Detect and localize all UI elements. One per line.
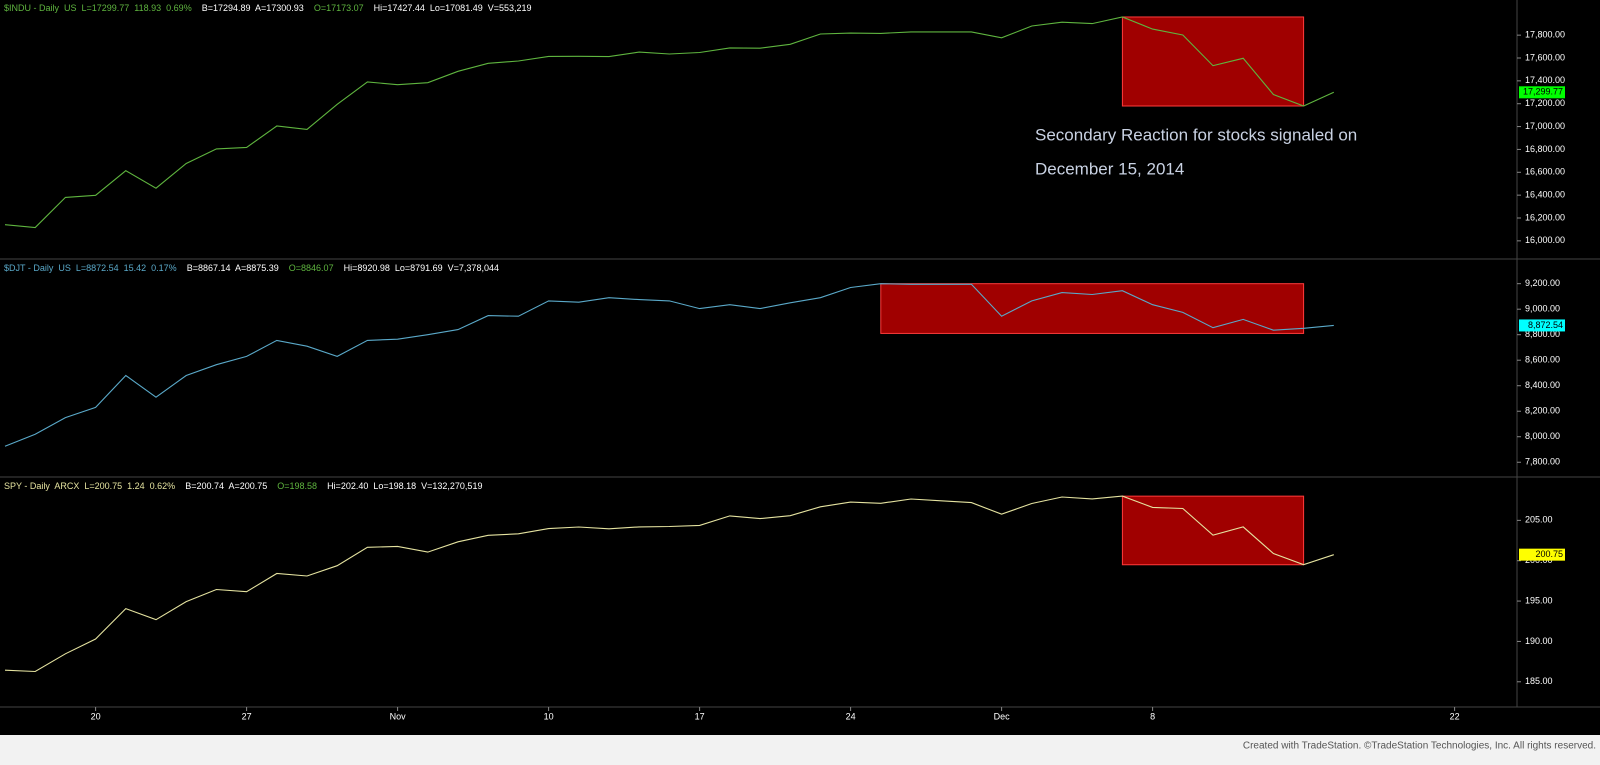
header-part: B=17294.89 A=17300.93 <box>202 3 304 13</box>
header-part: B=200.74 A=200.75 <box>185 481 267 491</box>
price-line <box>4 16 1335 229</box>
y-tick-label: 205.00 <box>1525 515 1553 525</box>
footer-strip <box>0 735 1600 765</box>
x-tick-label: 24 <box>846 711 856 721</box>
header: $DJT - Daily US L=8872.54 15.42 0.17% B=8… <box>4 263 499 273</box>
y-tick-label: 190.00 <box>1525 636 1553 646</box>
annotation: December 15, 2014 <box>1035 159 1184 178</box>
y-tick-label: 9,200.00 <box>1525 278 1560 288</box>
header-part: SPY - Daily ARCX L=200.75 1.24 0.62% <box>4 481 175 491</box>
header-part: B=8867.14 A=8875.39 <box>187 263 279 273</box>
y-tick-label: 8,000.00 <box>1525 431 1560 441</box>
header-part: O=8846.07 <box>289 263 334 273</box>
last-price-label: 200.75 <box>1535 549 1563 559</box>
last-price-label: 8,872.54 <box>1528 320 1563 330</box>
annotation: Secondary Reaction for stocks signaled o… <box>1035 125 1357 144</box>
y-tick-label: 8,600.00 <box>1525 355 1560 365</box>
background <box>0 0 1600 735</box>
y-tick-label: 17,400.00 <box>1525 75 1565 85</box>
last-price-label: 17,299.77 <box>1523 87 1563 97</box>
last-price-box <box>1519 548 1565 561</box>
header: $INDU - Daily US L=17299.77 118.93 0.69%… <box>4 3 532 13</box>
y-tick-label: 195.00 <box>1525 595 1553 605</box>
x-tick-label: 27 <box>242 711 252 721</box>
x-tick-label: Nov <box>390 711 407 721</box>
y-tick-label: 9,000.00 <box>1525 304 1560 314</box>
y-tick-label: 17,200.00 <box>1525 98 1565 108</box>
y-tick-label: 17,800.00 <box>1525 30 1565 40</box>
y-tick-label: 17,000.00 <box>1525 121 1565 131</box>
y-tick-label: 185.00 <box>1525 676 1553 686</box>
price-line <box>4 283 1334 447</box>
header: SPY - Daily ARCX L=200.75 1.24 0.62% B=20… <box>4 481 482 491</box>
header-part: O=17173.07 <box>314 3 364 13</box>
y-tick-label: 8,800.00 <box>1525 329 1560 339</box>
x-tick-label: 8 <box>1150 711 1155 721</box>
y-tick-label: 17,600.00 <box>1525 52 1565 62</box>
y-tick-label: 16,200.00 <box>1525 212 1565 222</box>
last-price-box <box>1519 319 1565 332</box>
price-line <box>4 495 1334 673</box>
header-part: $DJT - Daily US L=8872.54 15.42 0.17% <box>4 263 177 273</box>
footer: Created with TradeStation. ©TradeStation… <box>1243 741 1596 752</box>
x-tick-label: 20 <box>91 711 101 721</box>
header-part: Hi=8920.98 Lo=8791.69 V=7,378,044 <box>344 263 499 273</box>
highlight-box <box>1121 16 1305 107</box>
x-tick-label: 17 <box>695 711 705 721</box>
highlight-box <box>880 283 1305 334</box>
x-tick-label: 10 <box>544 711 554 721</box>
y-tick-label: 16,400.00 <box>1525 190 1565 200</box>
x-tick-label: 22 <box>1450 711 1460 721</box>
y-tick-label: 16,800.00 <box>1525 144 1565 154</box>
y-tick-label: 8,400.00 <box>1525 380 1560 390</box>
header-part: Hi=202.40 Lo=198.18 V=132,270,519 <box>327 481 482 491</box>
header-part: O=198.58 <box>277 481 317 491</box>
header-part: Hi=17427.44 Lo=17081.49 V=553,219 <box>374 3 532 13</box>
y-tick-label: 7,800.00 <box>1525 457 1560 467</box>
header-part: $INDU - Daily US L=17299.77 118.93 0.69% <box>4 3 192 13</box>
last-price-box <box>1519 86 1565 99</box>
y-tick-label: 16,600.00 <box>1525 167 1565 177</box>
y-tick-label: 16,000.00 <box>1525 235 1565 245</box>
y-tick-label: 8,200.00 <box>1525 406 1560 416</box>
x-tick-label: Dec <box>994 711 1011 721</box>
